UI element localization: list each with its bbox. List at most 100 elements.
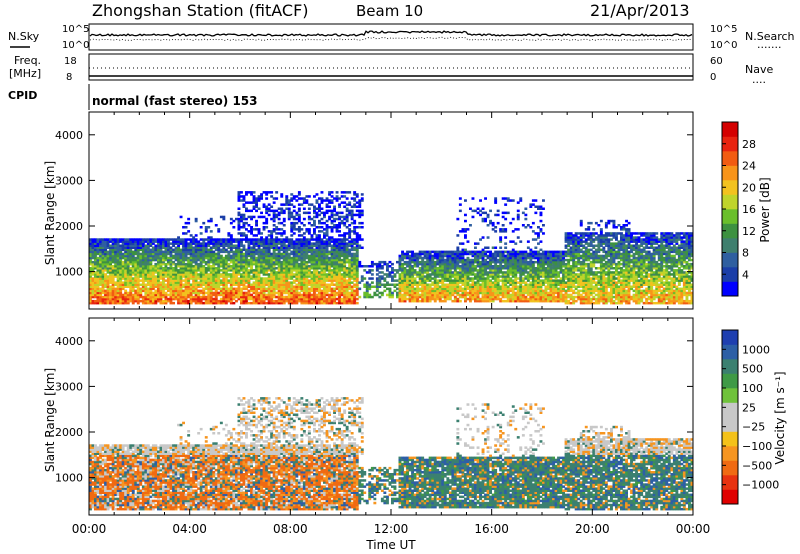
heatmap-cell (194, 250, 198, 254)
heatmap-cell (408, 254, 412, 258)
heatmap-cell (91, 260, 95, 264)
heatmap-cell (491, 269, 495, 272)
heatmap-cell (154, 299, 158, 303)
heatmap-cell (428, 279, 432, 282)
heatmap-cell (403, 267, 407, 270)
heatmap-cell (109, 293, 112, 297)
heatmap-cell (189, 246, 193, 249)
heatmap-cell (104, 246, 107, 249)
heatmap-cell (353, 219, 357, 223)
heatmap-cell (323, 267, 326, 270)
heatmap-cell (280, 275, 284, 278)
heatmap-cell (106, 279, 110, 282)
heatmap-cell (421, 258, 425, 262)
heatmap-cell (451, 283, 455, 286)
heatmap-cell (386, 287, 389, 291)
heatmap-cell (224, 254, 228, 258)
heatmap-cell (101, 285, 105, 288)
heatmap-cell (292, 297, 296, 301)
heatmap-cell (197, 275, 201, 278)
heatmap-cell (350, 217, 354, 221)
heatmap-cell (229, 236, 233, 239)
heatmap-cell (146, 267, 150, 270)
heatmap-cell (486, 213, 490, 217)
heatmap-cell (471, 265, 475, 268)
heatmap-cell (350, 289, 354, 293)
heatmap-cell (219, 240, 223, 243)
heatmap-cell (116, 301, 120, 305)
heatmap-cell (119, 256, 123, 260)
heatmap-cell (237, 246, 241, 249)
heatmap-cell (204, 230, 208, 233)
heatmap-cell (451, 271, 455, 274)
heatmap-cell (204, 275, 208, 278)
heatmap-cell (466, 279, 470, 282)
heatmap-cell (209, 230, 213, 233)
heatmap-cell (469, 273, 472, 276)
heatmap-cell (277, 221, 281, 225)
heatmap-cell (408, 275, 412, 278)
heatmap-cell (247, 252, 251, 256)
heatmap-cell (212, 285, 216, 288)
heatmap-cell (134, 265, 138, 268)
heatmap-cell (164, 267, 168, 270)
heatmap-cell (139, 260, 143, 264)
heatmap-cell (438, 258, 442, 262)
heatmap-cell (204, 283, 208, 286)
heatmap-cell (217, 256, 221, 260)
heatmap-cell (235, 299, 238, 303)
heatmap-cell (242, 205, 246, 208)
heatmap-cell (484, 254, 487, 258)
heatmap-cell (164, 283, 168, 286)
heatmap-cell (328, 191, 331, 194)
heatmap-cell (277, 275, 281, 278)
heatmap-cell (144, 283, 148, 286)
heatmap-cell (101, 283, 105, 286)
heatmap-cell (212, 275, 216, 278)
heatmap-cell (217, 285, 221, 288)
heatmap-cell (192, 238, 196, 241)
heatmap-cell (391, 277, 394, 280)
heatmap-cell (350, 244, 354, 247)
heatmap-cell (403, 277, 407, 280)
heatmap-cell (232, 262, 236, 266)
heatmap-cell (461, 287, 465, 291)
heatmap-cell (323, 297, 326, 301)
heatmap-cell (418, 254, 422, 258)
heatmap-cell (496, 281, 500, 284)
heatmap-cell (214, 240, 218, 243)
heatmap-cell (511, 262, 515, 266)
heatmap-cell (310, 295, 314, 299)
heatmap-cell (146, 240, 150, 243)
heatmap-cell (320, 277, 324, 280)
heatmap-cell (116, 246, 120, 249)
heatmap-cell (315, 240, 319, 243)
heatmap-cell (469, 265, 472, 268)
heatmap-cell (151, 291, 155, 295)
heatmap-cell (144, 295, 148, 299)
heatmap-cell (257, 271, 261, 274)
heatmap-cell (343, 260, 347, 264)
heatmap-cell (224, 281, 228, 284)
heatmap-cell (499, 291, 503, 295)
heatmap-cell (275, 285, 279, 288)
heatmap-cell (159, 271, 163, 274)
heatmap-cell (192, 287, 196, 291)
heatmap-cell (217, 262, 221, 266)
heatmap-cell (343, 293, 347, 297)
heatmap-cell (297, 256, 301, 260)
heatmap-cell (456, 287, 460, 291)
heatmap-cell (438, 256, 442, 260)
heatmap-cell (297, 250, 301, 254)
heatmap-cell (252, 234, 256, 237)
heatmap-cell (338, 291, 341, 295)
heatmap-cell (109, 244, 112, 247)
heatmap-cell (91, 279, 95, 282)
heatmap-cell (247, 275, 251, 278)
heatmap-cell (124, 295, 128, 299)
heatmap-cell (194, 301, 198, 305)
heatmap-cell (199, 262, 203, 266)
heatmap-cell (310, 252, 314, 256)
heatmap-cell (260, 279, 263, 282)
heatmap-cell (255, 299, 258, 303)
